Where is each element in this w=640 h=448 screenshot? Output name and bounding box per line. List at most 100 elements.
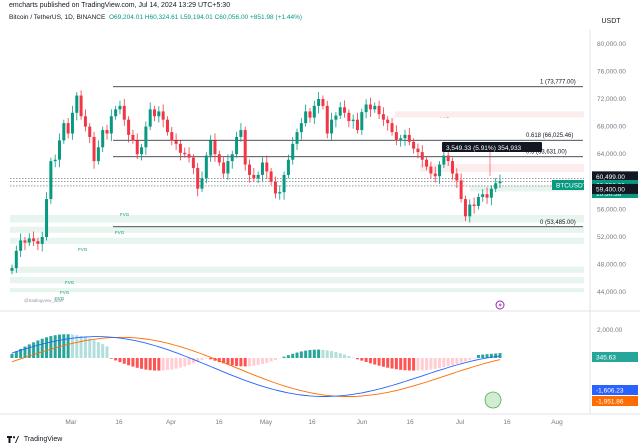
candle-body (450, 161, 454, 174)
macd-histogram-bar (399, 358, 403, 370)
macd-histogram-bar (239, 358, 243, 367)
candle-body (101, 130, 105, 148)
fvg-label: FVG (65, 280, 75, 285)
macd-histogram-bar (403, 358, 407, 371)
fvg-label: FVG (55, 296, 65, 301)
time-tick-label: 16 (308, 419, 316, 426)
candle-body (49, 161, 53, 200)
macd-histogram-bar (330, 351, 334, 358)
macd-histogram-bar (23, 346, 27, 358)
macd-histogram-bar (109, 358, 113, 359)
macd-histogram-bar (394, 358, 398, 370)
candle-body (312, 105, 316, 118)
macd-histogram-bar (14, 351, 18, 358)
symbol-legend: Bitcoin / TetherUS, 1D, BINANCE O69,204.… (9, 13, 302, 23)
candle-body (269, 171, 273, 182)
macd-histogram-bar (278, 358, 282, 359)
candle-body (118, 105, 122, 110)
candle-body (364, 104, 368, 113)
candle-body (390, 123, 394, 133)
candle-body (291, 143, 295, 160)
macd-histogram-bar (299, 351, 303, 358)
candle-body (407, 134, 411, 142)
macd-histogram-bar (144, 358, 148, 370)
candle-body (260, 162, 264, 175)
macd-histogram-bar (304, 350, 308, 358)
candle-body (343, 107, 347, 113)
candle-body (204, 155, 208, 179)
macd-histogram-bar (165, 358, 169, 371)
candle-body (438, 164, 442, 177)
macd-histogram-bar (317, 349, 321, 358)
macd-histogram-bar (248, 358, 252, 367)
macd-histogram-bar (373, 358, 377, 365)
time-tick-label: Apr (166, 419, 177, 426)
candle-body (248, 164, 252, 175)
macd-histogram-bar (347, 356, 351, 358)
macd-histogram-bar (433, 358, 437, 369)
candle-body (429, 166, 433, 174)
macd-histogram-bar (170, 358, 174, 370)
macd-histogram-bar (282, 356, 286, 358)
macd-histogram-bar (476, 354, 480, 358)
macd-histogram-bar (252, 358, 256, 366)
candle-body (459, 180, 463, 200)
macd-line (11, 336, 501, 397)
candle-body (222, 162, 226, 174)
price-tick-label: 44,000.00 (597, 289, 626, 296)
macd-histogram-bar (420, 358, 424, 371)
signal-tag-bg (592, 396, 638, 406)
candle-body (10, 268, 14, 271)
macd-histogram-bar (131, 358, 135, 367)
macd-histogram-bar (442, 358, 446, 368)
measure-box (442, 142, 542, 152)
publisher-text: emcharts published on TradingView.com, J… (9, 2, 231, 9)
candle-body (75, 95, 79, 113)
macd-histogram-bar (127, 358, 131, 366)
macd-histogram-bar (118, 358, 122, 363)
macd-histogram-bar (386, 358, 390, 368)
candle-body (114, 109, 118, 117)
candle-body (416, 148, 420, 153)
currency-button[interactable]: USDT (601, 18, 621, 25)
candle-body (96, 147, 100, 162)
indicator-tick-label: 2,000.00 (597, 327, 623, 334)
fib-05-label: 0.5 (63,631.00) (526, 150, 567, 156)
time-tick-label: 16 (215, 419, 223, 426)
macd-histogram-bar (49, 336, 53, 358)
macd-histogram-bar (157, 358, 161, 371)
price-tick-label: 72,000.00 (597, 96, 626, 103)
macd-histogram-bar (19, 348, 23, 358)
macd-histogram-bar (260, 358, 264, 364)
candle-body (131, 134, 135, 141)
candle-body (347, 112, 351, 122)
candle-body (455, 173, 459, 181)
macd-histogram-bar (481, 354, 485, 358)
lightning-icon (495, 300, 505, 310)
candle-body (62, 123, 66, 141)
macd-histogram-bar (66, 334, 70, 358)
measure-label: 3,549.33 (5.91%) 354,933 (446, 145, 522, 152)
candle-body (472, 204, 476, 206)
price-tick-label: 76,000.00 (597, 68, 626, 75)
macd-histogram-bar (489, 353, 493, 358)
candle-body (481, 194, 485, 197)
time-tick-label: Mar (65, 419, 77, 426)
macd-histogram-bar (217, 358, 221, 363)
candle-body (53, 159, 57, 162)
candle-body (178, 143, 182, 153)
candle-body (153, 109, 157, 117)
macd-histogram-bar (286, 355, 290, 358)
candle-body (420, 152, 424, 160)
countdown-tag: 10:30:36 (596, 191, 622, 198)
candle-body (433, 173, 437, 177)
candle-body (70, 112, 74, 134)
macd-histogram-bar (438, 358, 442, 369)
signal-line (11, 336, 501, 397)
candle-body (183, 152, 187, 155)
time-tick-label: 16 (406, 419, 414, 426)
publisher-header: emcharts published on TradingView.com, J… (0, 0, 640, 12)
signal-tag: -1,951.86 (596, 399, 624, 406)
macd-histogram-bar (183, 358, 187, 367)
